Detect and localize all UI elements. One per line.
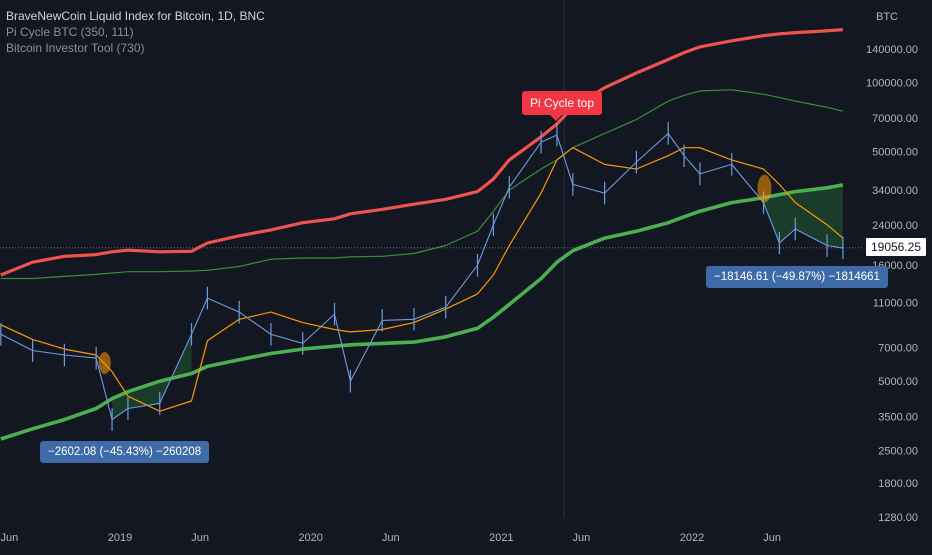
chart-legend: BraveNewCoin Liquid Index for Bitcoin, 1… <box>6 8 265 56</box>
investor-tool-low-line <box>0 183 844 441</box>
x-tick-label: Jun <box>763 532 781 544</box>
x-tick-label: 2021 <box>489 532 513 544</box>
x-tick-label: Jun <box>382 532 400 544</box>
y-tick-label: 100000.00 <box>866 78 918 90</box>
pi-cycle-top-label: Pi Cycle top <box>522 91 603 121</box>
current-price-tag: 19056.25 <box>866 238 926 256</box>
investor-tool-top-line <box>0 89 844 280</box>
y-tick-label: 5000.00 <box>878 376 918 388</box>
y-tick-label: 1800.00 <box>878 478 918 490</box>
cross-marker-2022 <box>757 174 772 203</box>
y-tick-label: 7000.00 <box>878 343 918 355</box>
x-tick-label: 2020 <box>298 532 322 544</box>
y-tick-label: 11000.00 <box>873 298 918 310</box>
chart-title: BraveNewCoin Liquid Index for Bitcoin, 1… <box>6 9 265 23</box>
x-tick-label: Jun <box>573 532 591 544</box>
y-tick-label: 70000.00 <box>872 113 918 125</box>
y-tick-label: 3500.00 <box>878 412 918 424</box>
y-tick-label: 50000.00 <box>872 147 918 159</box>
y-tick-label: 2500.00 <box>878 445 918 457</box>
y-tick-label: 1280.00 <box>878 512 918 524</box>
y-tick-label: 140000.00 <box>866 44 918 56</box>
indicator-investor-tool: Bitcoin Investor Tool (730) <box>6 41 145 55</box>
pi-cycle-long-ma-line <box>0 28 844 277</box>
y-tick-label: 24000.00 <box>872 220 918 232</box>
drawdown-2018-callout: −2602.08 (−45.43%) −260208 <box>40 441 210 463</box>
cross-marker-2018 <box>98 351 111 374</box>
indicator-pi-cycle: Pi Cycle BTC (350, 111) <box>6 25 134 39</box>
drawdown-fill-2022 <box>763 184 843 249</box>
drawdown-2022-callout: −18146.61 (−49.87%) −1814661 <box>706 266 888 288</box>
x-tick-label: 2022 <box>680 532 704 544</box>
x-tick-label: Jun <box>191 532 209 544</box>
x-tick-label: 2019 <box>108 532 132 544</box>
y-tick-label: 34000.00 <box>872 185 918 197</box>
ma-111-line <box>0 147 844 412</box>
x-tick-label: Jun <box>1 532 19 544</box>
y-axis-unit-label: BTC <box>876 11 898 23</box>
price-series-line <box>0 132 843 421</box>
